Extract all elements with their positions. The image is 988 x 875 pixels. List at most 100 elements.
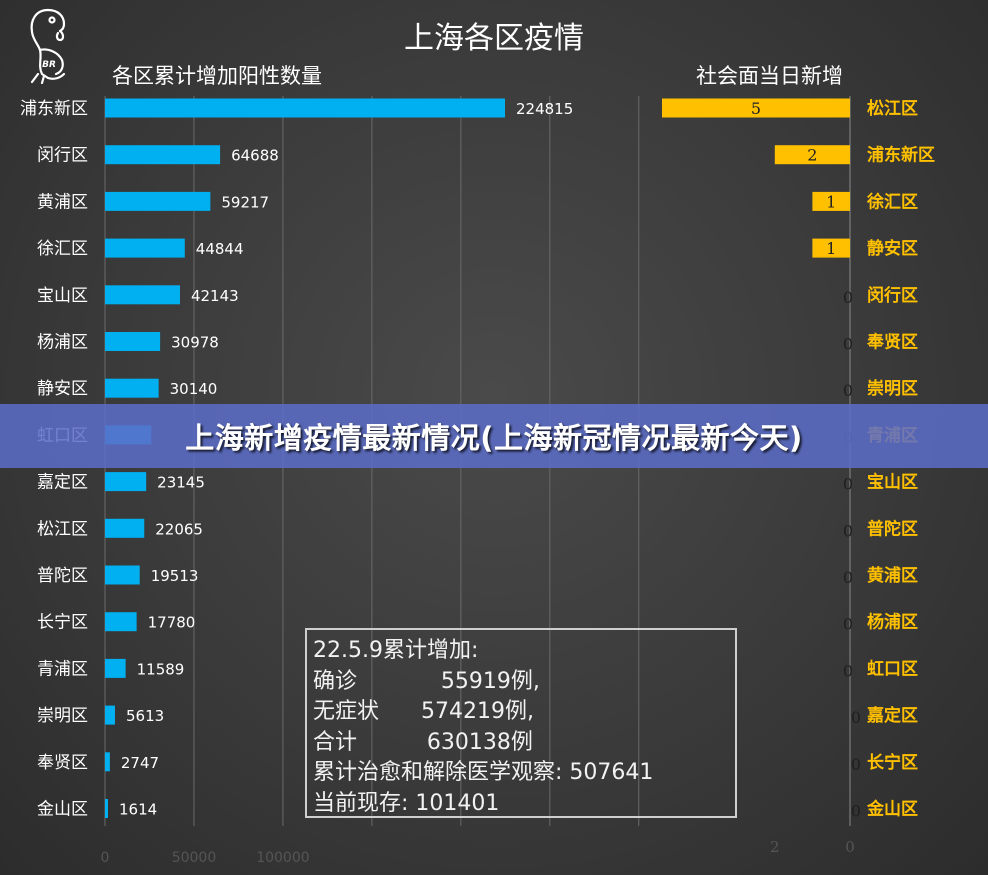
x-axis-ticks: 0 50000 100000 2 0	[101, 838, 855, 866]
parrot-logo-icon: BR	[30, 8, 66, 84]
right-value-label: 0	[843, 381, 853, 400]
left-value-label: 17780	[148, 614, 196, 632]
summary-line: 累计治愈和解除医学观察: 507641	[313, 760, 654, 785]
right-value-label: 2	[807, 146, 817, 165]
logo-text: BR	[42, 60, 56, 70]
left-bar	[105, 145, 221, 165]
summary-box: 22.5.9累计增加: 确诊 55919例, 无症状 574219例, 合计 6…	[305, 628, 737, 818]
left-category-label: 松江区	[37, 519, 88, 539]
left-bar	[105, 332, 161, 351]
summary-line: 22.5.9累计增加:	[313, 638, 479, 663]
right-category-label: 金山区	[866, 799, 918, 820]
left-value-label: 19513	[151, 567, 199, 585]
left-bar	[105, 472, 147, 492]
left-category-label: 奉贤区	[37, 753, 88, 773]
right-value-label: 0	[843, 475, 853, 494]
summary-line: 无症状 574219例,	[313, 699, 534, 724]
right-category-label: 奉贤区	[866, 332, 918, 353]
left-category-label: 闵行区	[37, 146, 88, 166]
left-bar	[105, 238, 185, 258]
left-value-label: 23145	[157, 474, 205, 492]
right-value-label: 0	[843, 521, 853, 540]
left-value-label: 22065	[155, 520, 203, 538]
left-tick-label: 0	[101, 850, 110, 866]
right-bar	[662, 98, 850, 118]
left-value-label: 30140	[170, 380, 218, 398]
left-value-label: 224815	[516, 100, 573, 118]
left-tick-label: 50000	[172, 850, 217, 866]
title-banner: 上海新增疫情最新情况(上海新冠情况最新今天)	[0, 404, 988, 468]
right-category-label: 崇明区	[867, 379, 918, 399]
left-category-label: 浦东新区	[20, 99, 88, 119]
right-bar	[774, 145, 850, 165]
right-category-label: 浦东新区	[867, 145, 935, 166]
left-tick-label: 100000	[256, 850, 309, 866]
left-bar	[105, 285, 180, 305]
left-value-label: 30978	[171, 334, 219, 352]
left-category-label: 黄浦区	[37, 192, 88, 212]
right-category-label: 普陀区	[867, 518, 918, 539]
summary-line: 当前现存: 101401	[313, 790, 500, 816]
left-value-label: 5613	[126, 707, 164, 725]
right-category-label: 黄浦区	[867, 565, 918, 586]
left-value-label: 59217	[221, 193, 269, 211]
left-value-label: 64688	[231, 147, 279, 165]
left-value-label: 1614	[119, 801, 157, 819]
banner-text: 上海新增疫情最新情况(上海新冠情况最新今天)	[185, 421, 803, 455]
left-value-label: 42143	[191, 287, 239, 305]
left-category-label: 杨浦区	[37, 333, 88, 353]
right-category-label: 宝山区	[867, 472, 918, 493]
left-bar-series: 浦东新区 224815 闵行区 64688 黄浦区 59217 徐汇区 44844 宝山区 421…	[20, 98, 573, 820]
right-category-label: 长宁区	[867, 752, 918, 773]
left-bar	[105, 752, 110, 772]
right-category-label: 虹口区	[867, 659, 918, 679]
right-tick-label: 2	[770, 838, 780, 856]
right-value-label: 5	[751, 99, 761, 118]
left-value-label: 11589	[137, 660, 185, 678]
right-value-label: 1	[826, 239, 836, 258]
right-category-label: 闵行区	[867, 285, 918, 306]
chart-title: 上海各区疫情	[404, 21, 584, 56]
left-category-label: 静安区	[37, 379, 88, 399]
right-subtitle: 社会面当日新增	[696, 64, 843, 88]
left-category-label: 崇明区	[37, 706, 88, 726]
left-category-label: 青浦区	[37, 659, 88, 679]
left-category-label: 宝山区	[37, 286, 88, 306]
left-category-label: 普陀区	[37, 566, 88, 586]
right-category-label: 杨浦区	[867, 612, 918, 633]
right-value-label: 0	[843, 288, 853, 307]
left-category-label: 徐汇区	[37, 239, 88, 259]
left-bar	[105, 799, 108, 818]
summary-line: 合计 630138例	[313, 729, 533, 755]
left-category-label: 长宁区	[37, 613, 88, 633]
right-bar-series: 松江区5浦东新区2徐汇区1静安区1闵行区0奉贤区0崇明区0青浦区0宝山区0普陀区…	[662, 98, 935, 821]
left-bar	[105, 98, 505, 118]
left-bar	[105, 705, 115, 725]
summary-line: 确诊 55919例,	[313, 668, 540, 694]
left-bar	[105, 518, 145, 538]
right-bar	[812, 238, 850, 258]
left-bar	[105, 191, 211, 211]
left-bar	[105, 658, 126, 678]
right-bar	[812, 191, 850, 211]
left-bar	[105, 612, 137, 632]
right-value-label: 1	[826, 192, 836, 211]
right-value-label: 0	[843, 615, 853, 634]
left-category-label: 金山区	[37, 800, 88, 820]
right-value-label: 0	[851, 755, 861, 774]
left-subtitle: 各区累计增加阳性数量	[112, 64, 322, 88]
left-value-label: 44844	[196, 240, 244, 258]
right-value-label: 0	[843, 335, 853, 354]
left-bar	[105, 378, 159, 398]
left-bar	[105, 565, 140, 585]
right-category-label: 徐汇区	[866, 191, 918, 212]
right-value-label: 0	[843, 568, 853, 587]
left-category-label: 嘉定区	[37, 473, 88, 493]
right-value-label: 0	[851, 708, 861, 727]
right-value-label: 0	[851, 802, 861, 821]
right-category-label: 嘉定区	[866, 705, 918, 726]
right-tick-label: 0	[845, 838, 855, 856]
left-value-label: 2747	[121, 754, 159, 772]
right-category-label: 静安区	[867, 238, 918, 259]
right-category-label: 松江区	[867, 98, 918, 119]
